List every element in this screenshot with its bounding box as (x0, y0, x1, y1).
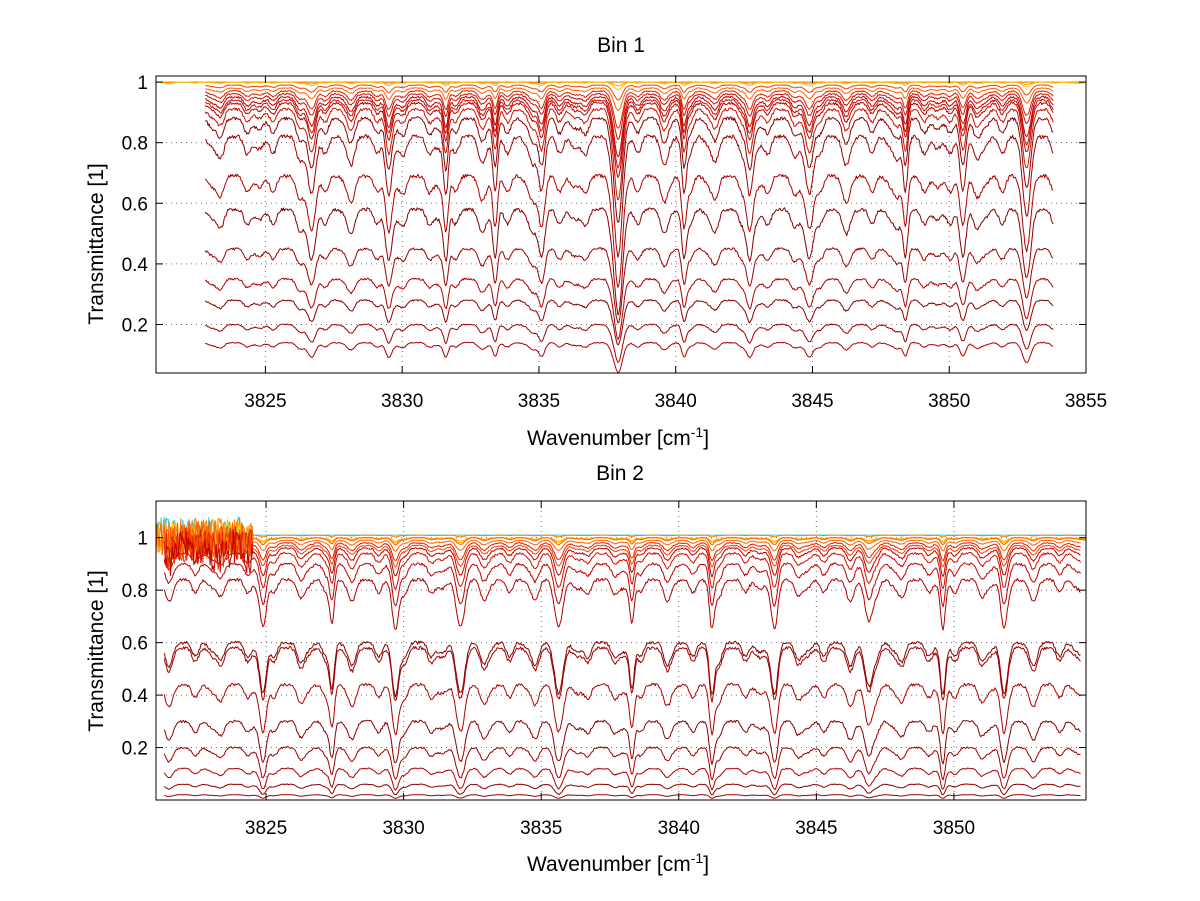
spectrum-line (205, 84, 1054, 101)
spectrum-line (204, 101, 1054, 178)
spectrum-line (204, 107, 1054, 201)
spectrum-line (205, 93, 1054, 140)
x-tick-label: 3850 (928, 391, 970, 412)
x-tick-label: 3835 (520, 818, 562, 839)
plot-area (156, 81, 1086, 373)
spectrum-line (163, 640, 1081, 698)
spectrum-line (156, 519, 1086, 558)
spectrum-line (205, 87, 1054, 112)
spectrum-line (205, 90, 1054, 129)
y-tick-label: 0.2 (122, 739, 148, 760)
y-tick-label: 0.4 (122, 686, 149, 707)
plot-area (156, 516, 1086, 799)
y-tick-label: 0.6 (122, 634, 148, 655)
y-tick-label: 0.2 (122, 316, 148, 337)
x-tick-label: 3835 (518, 391, 560, 412)
y-ticks: 0.2 0.4 0.6 0.8 1 (122, 73, 1086, 337)
spectrum-line (163, 522, 1081, 562)
spectrum-line (163, 552, 1081, 590)
y-tick-label: 0.8 (122, 134, 148, 155)
spectrum-line (163, 746, 1081, 781)
spectrum-line (205, 134, 1054, 258)
panel-bin-2: Bin 2 3825 3830 3835 3840 3845 3850 0.2 0.4 0.6… (85, 462, 1087, 876)
spectrum-line (204, 207, 1054, 316)
spectrum-line (205, 299, 1054, 346)
spectrum-line (156, 81, 1086, 91)
x-tick-label: 3855 (1065, 391, 1107, 412)
y-tick-label: 0.4 (122, 255, 149, 276)
spectrum-line (204, 247, 1054, 324)
spectrum-line (204, 98, 1054, 169)
x-tick-label: 3845 (791, 391, 833, 412)
x-axis-label: Wavenumber [cm-1] (527, 424, 709, 450)
spectrum-line (205, 341, 1054, 373)
x-tick-label: 3845 (795, 818, 837, 839)
spectrum-line (205, 95, 1054, 157)
y-tick-label: 1 (137, 73, 148, 94)
panel-bin-1: Bin 1 3825 3830 3835 3840 3845 3850 3855 0.20.… (85, 34, 1107, 450)
x-ticks: 3825 3830 3835 3840 3845 3850 3855 (244, 76, 1107, 412)
spectrum-line (205, 277, 1054, 340)
y-tick-label: 1 (137, 529, 148, 550)
x-tick-label: 3830 (382, 818, 424, 839)
spectrum-line (163, 562, 1081, 608)
spectrum-line (163, 767, 1081, 791)
chart-title: Bin 1 (597, 34, 645, 57)
spectrum-line (204, 173, 1054, 288)
x-tick-label: 3825 (244, 391, 286, 412)
y-ticks: 0.2 0.4 0.6 0.8 1 (122, 529, 1086, 760)
y-tick-label: 0.6 (122, 194, 148, 215)
spectrum-line (205, 323, 1054, 363)
chart-title: Bin 2 (596, 462, 644, 485)
x-tick-label: 3840 (655, 391, 697, 412)
x-tick-label: 3830 (381, 391, 423, 412)
x-ticks: 3825 3830 3835 3840 3845 3850 (245, 501, 975, 839)
x-axis-label: Wavenumber [cm-1] (527, 850, 709, 876)
x-tick-label: 3840 (658, 818, 700, 839)
spectrum-line (163, 577, 1081, 631)
spectrum-line (163, 646, 1081, 703)
axes-box (155, 75, 1087, 374)
y-axis-label: Transmittance [1] (85, 163, 108, 324)
x-tick-label: 3825 (245, 818, 287, 839)
spectrum-line (163, 531, 1081, 578)
spectrum-line (163, 682, 1081, 736)
spectrum-line (164, 794, 1081, 799)
x-tick-label: 3850 (933, 818, 975, 839)
spectrum-line (163, 783, 1081, 796)
spectrum-line (163, 719, 1081, 765)
axes-box (155, 500, 1087, 801)
spectrum-line (205, 116, 1054, 223)
spectrum-line (156, 517, 1086, 555)
spectrum-line (163, 526, 1081, 567)
spectrum-line (163, 526, 1081, 571)
y-axis-label: Transmittance [1] (85, 570, 108, 731)
y-tick-label: 0.8 (122, 581, 148, 602)
